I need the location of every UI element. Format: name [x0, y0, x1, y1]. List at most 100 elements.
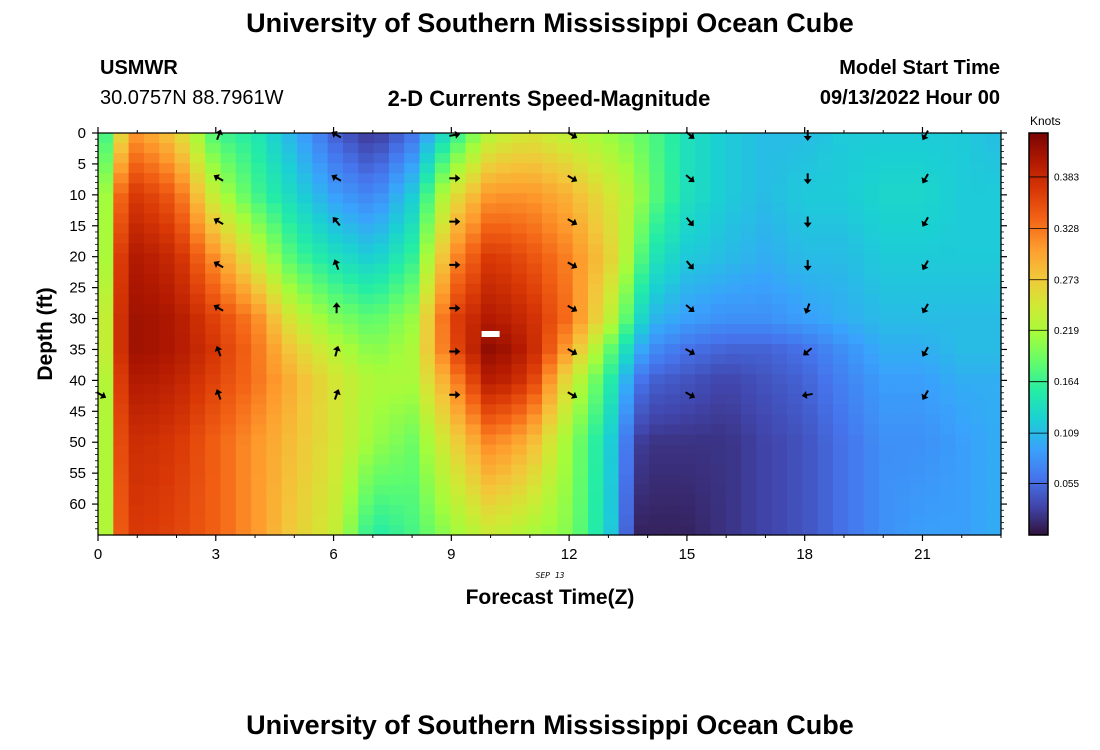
heatmap-cell	[189, 444, 206, 456]
heatmap-cell	[174, 143, 191, 154]
heatmap-cell	[511, 233, 528, 245]
heatmap-cell	[297, 394, 313, 405]
heatmap-cell	[756, 334, 773, 345]
heatmap-cell	[557, 384, 574, 395]
heatmap-cell	[174, 153, 191, 164]
heatmap-cell	[741, 143, 757, 154]
heatmap-cell	[557, 193, 574, 204]
heatmap-cell	[388, 203, 405, 214]
heatmap-cell	[955, 434, 972, 446]
heatmap-cell	[633, 153, 650, 164]
x-tick-label: 18	[796, 546, 813, 563]
heatmap-cell	[924, 173, 941, 184]
heatmap-cell	[312, 454, 329, 466]
heatmap-cell	[496, 414, 513, 426]
heatmap-cell	[159, 464, 176, 476]
heatmap-cell	[327, 233, 344, 245]
heatmap-cell	[174, 444, 191, 456]
heatmap-cell	[802, 464, 819, 476]
heatmap-cell	[373, 474, 390, 486]
heatmap-cell	[419, 434, 436, 446]
heatmap-cell	[235, 484, 252, 496]
heatmap-cell	[358, 444, 375, 456]
heatmap-cell	[832, 183, 849, 194]
heatmap-cell	[863, 354, 880, 365]
heatmap-cell	[557, 524, 574, 536]
heatmap-cell	[526, 494, 543, 506]
heatmap-cell	[297, 213, 313, 225]
heatmap-cell	[771, 474, 788, 486]
heatmap-cell	[205, 344, 222, 355]
heatmap-cell	[373, 263, 390, 275]
heatmap-cell	[220, 153, 237, 164]
heatmap-cell	[220, 203, 237, 214]
heatmap-cell	[664, 233, 681, 245]
heatmap-cell	[266, 434, 283, 446]
heatmap-cell	[235, 474, 252, 486]
heatmap-cell	[695, 444, 712, 456]
heatmap-cell	[649, 474, 666, 486]
heatmap-cell	[281, 223, 298, 235]
heatmap-cell	[189, 243, 206, 255]
heatmap-cell	[924, 404, 941, 415]
heatmap-cell	[189, 364, 206, 375]
speed-heatmap	[98, 133, 1002, 536]
heatmap-cell	[603, 404, 620, 415]
heatmap-cell	[542, 434, 558, 446]
heatmap-cell	[618, 354, 635, 365]
heatmap-cell	[695, 504, 712, 516]
heatmap-cell	[388, 293, 405, 305]
heatmap-cell	[388, 313, 405, 325]
heatmap-cell	[98, 253, 114, 265]
heatmap-cell	[725, 334, 742, 345]
heatmap-cell	[756, 323, 773, 335]
heatmap-cell	[235, 444, 252, 456]
heatmap-cell	[496, 193, 513, 204]
heatmap-cell	[526, 273, 543, 285]
heatmap-cell	[373, 183, 390, 194]
heatmap-cell	[649, 153, 666, 164]
heatmap-cell	[603, 293, 620, 305]
heatmap-cell	[542, 133, 558, 144]
heatmap-cell	[465, 484, 482, 496]
heatmap-cell	[450, 344, 467, 355]
heatmap-cell	[189, 193, 206, 204]
heatmap-cell	[404, 424, 421, 436]
heatmap-cell	[327, 354, 344, 365]
heatmap-cell	[756, 183, 773, 194]
heatmap-cell	[297, 374, 313, 385]
heatmap-cell	[235, 374, 252, 385]
heatmap-cell	[281, 434, 298, 446]
heatmap-cell	[450, 404, 467, 415]
heatmap-cell	[894, 404, 911, 415]
heatmap-cell	[572, 344, 589, 355]
heatmap-cell	[587, 504, 604, 516]
heatmap-cell	[955, 313, 972, 325]
heatmap-cell	[266, 424, 283, 436]
heatmap-cell	[266, 283, 283, 295]
heatmap-cell	[848, 394, 865, 405]
heatmap-cell	[679, 203, 696, 214]
heatmap-cell	[970, 143, 987, 154]
heatmap-cell	[970, 303, 987, 315]
heatmap-cell	[572, 133, 589, 144]
current-vector	[921, 260, 929, 271]
heatmap-cell	[542, 283, 558, 295]
heatmap-cell	[572, 454, 589, 466]
heatmap-cell	[955, 454, 972, 466]
heatmap-cell	[297, 223, 313, 235]
location-marker	[481, 331, 500, 337]
heatmap-cell	[710, 203, 727, 214]
heatmap-cell	[205, 524, 222, 536]
heatmap-cell	[572, 414, 589, 426]
heatmap-cell	[480, 303, 497, 315]
heatmap-cell	[695, 133, 712, 144]
heatmap-cell	[909, 434, 926, 446]
heatmap-cell	[327, 263, 344, 275]
heatmap-cell	[848, 293, 865, 305]
heatmap-cell	[434, 133, 451, 144]
heatmap-cell	[664, 454, 681, 466]
heatmap-cell	[266, 323, 283, 335]
model-start-value: 09/13/2022 Hour 00	[819, 87, 1000, 109]
heatmap-cell	[388, 303, 405, 315]
